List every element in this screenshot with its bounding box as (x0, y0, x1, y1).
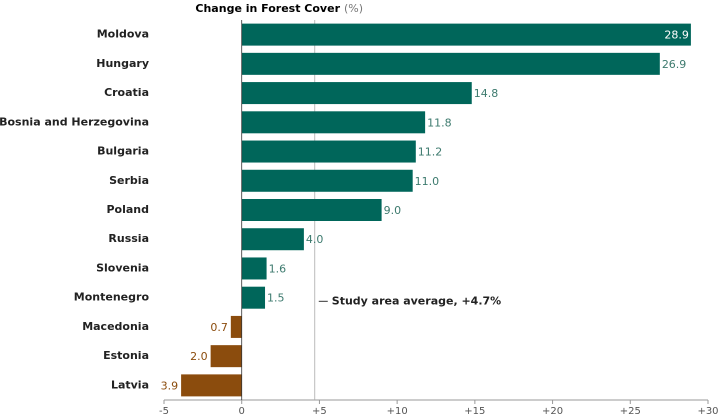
x-tick-label: +10 (387, 406, 408, 417)
value-label: 28.9 (664, 29, 689, 42)
x-tick-label: +30 (697, 406, 718, 417)
x-tick-label: +15 (464, 406, 485, 417)
value-label: 11.0 (415, 175, 440, 188)
chart-title: Change in Forest Cover (195, 2, 340, 15)
x-tick-label: +25 (620, 406, 641, 417)
value-label: 0.7 (210, 321, 228, 334)
bar (241, 111, 426, 134)
chart-title-unit: (%) (344, 2, 363, 15)
y-tick-label: Montenegro (74, 291, 150, 304)
value-label: 9.0 (384, 204, 402, 217)
annotation: Study area average, +4.7% (332, 294, 501, 307)
bar (241, 228, 304, 251)
y-tick-label: Bulgaria (97, 145, 149, 158)
x-tick-label: -5 (159, 406, 169, 417)
y-tick-label: Slovenia (96, 261, 149, 274)
bar (241, 286, 266, 309)
y-tick-label: Serbia (109, 174, 149, 187)
bar (241, 23, 691, 46)
value-label: 1.5 (267, 292, 285, 305)
y-tick-label: Russia (108, 232, 149, 245)
x-tick-label: +5 (312, 406, 327, 417)
y-tick-label: Macedonia (82, 320, 149, 333)
value-label: 2.0 (190, 350, 208, 363)
y-tick-label: Hungary (96, 57, 149, 70)
bar (181, 374, 242, 397)
value-label: 26.9 (662, 58, 687, 71)
y-tick-label: Estonia (103, 349, 149, 362)
y-tick-label: Latvia (111, 378, 149, 391)
x-tick-label: +20 (542, 406, 563, 417)
y-tick-label: Moldova (97, 28, 149, 41)
bar (241, 52, 660, 75)
value-label: 1.6 (269, 262, 287, 275)
x-tick-label: 0 (239, 406, 245, 417)
bar (241, 257, 267, 280)
y-tick-label: Croatia (104, 86, 149, 99)
bar (241, 169, 413, 192)
bar (210, 345, 242, 368)
value-label: 11.8 (427, 116, 452, 129)
y-tick-label: Bosnia and Herzegovina (0, 115, 149, 128)
value-label: 4.0 (306, 233, 324, 246)
value-label: 3.9 (161, 379, 179, 392)
y-tick-label: Poland (106, 203, 149, 216)
value-label: 14.8 (474, 87, 499, 100)
bar (241, 140, 416, 163)
bar (241, 199, 382, 221)
value-label: 11.2 (418, 146, 443, 159)
bar (230, 315, 242, 338)
bar (241, 82, 472, 105)
